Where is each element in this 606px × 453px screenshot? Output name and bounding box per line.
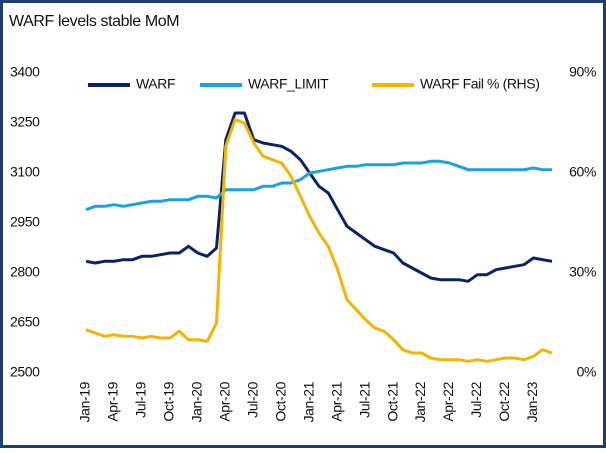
x-tick-label: Jul-19 <box>133 381 149 417</box>
legend-label: WARF <box>136 76 175 92</box>
x-tick-label: Jan-21 <box>300 381 316 422</box>
y-tick-label: 2950 <box>10 214 40 230</box>
x-tick-label: Oct-21 <box>384 381 400 421</box>
series-line <box>85 159 552 212</box>
y-tick-label: 2500 <box>10 364 40 380</box>
x-tick-label: Oct-20 <box>272 381 288 421</box>
y-tick-label: 3100 <box>10 164 40 180</box>
x-tick-label: Jan-19 <box>77 381 93 422</box>
y2-tick-label: 90% <box>569 64 596 80</box>
series-line <box>85 111 553 283</box>
x-tick-label: Jan-23 <box>524 381 540 422</box>
x-tick-label: Jan-22 <box>412 381 428 422</box>
y2-tick-label: 60% <box>569 164 596 180</box>
x-tick-label: Apr-22 <box>440 381 456 421</box>
x-tick-label: Apr-19 <box>105 381 121 421</box>
y-tick-label: 3250 <box>10 114 40 130</box>
x-tick-label: Jan-20 <box>189 381 205 422</box>
legend-label: WARF Fail % (RHS) <box>420 76 539 92</box>
x-tick-label: Apr-21 <box>328 381 344 421</box>
series-line <box>85 118 553 363</box>
y-tick-label: 3400 <box>10 64 40 80</box>
x-tick-label: Jul-21 <box>356 381 372 417</box>
x-tick-label: Jul-22 <box>468 381 484 417</box>
y-tick-label: 2800 <box>10 264 40 280</box>
x-tick-label: Oct-19 <box>161 381 177 421</box>
y-tick-label: 2650 <box>10 314 40 330</box>
x-tick-label: Jul-20 <box>244 381 260 417</box>
legend-label: WARF_LIMIT <box>248 76 329 92</box>
chart-title: WARF levels stable MoM <box>9 13 179 30</box>
x-tick-label: Oct-22 <box>496 381 512 421</box>
y2-tick-label: 30% <box>569 264 596 280</box>
y2-tick-label: 0% <box>577 364 596 380</box>
x-tick-label: Apr-20 <box>217 381 233 421</box>
